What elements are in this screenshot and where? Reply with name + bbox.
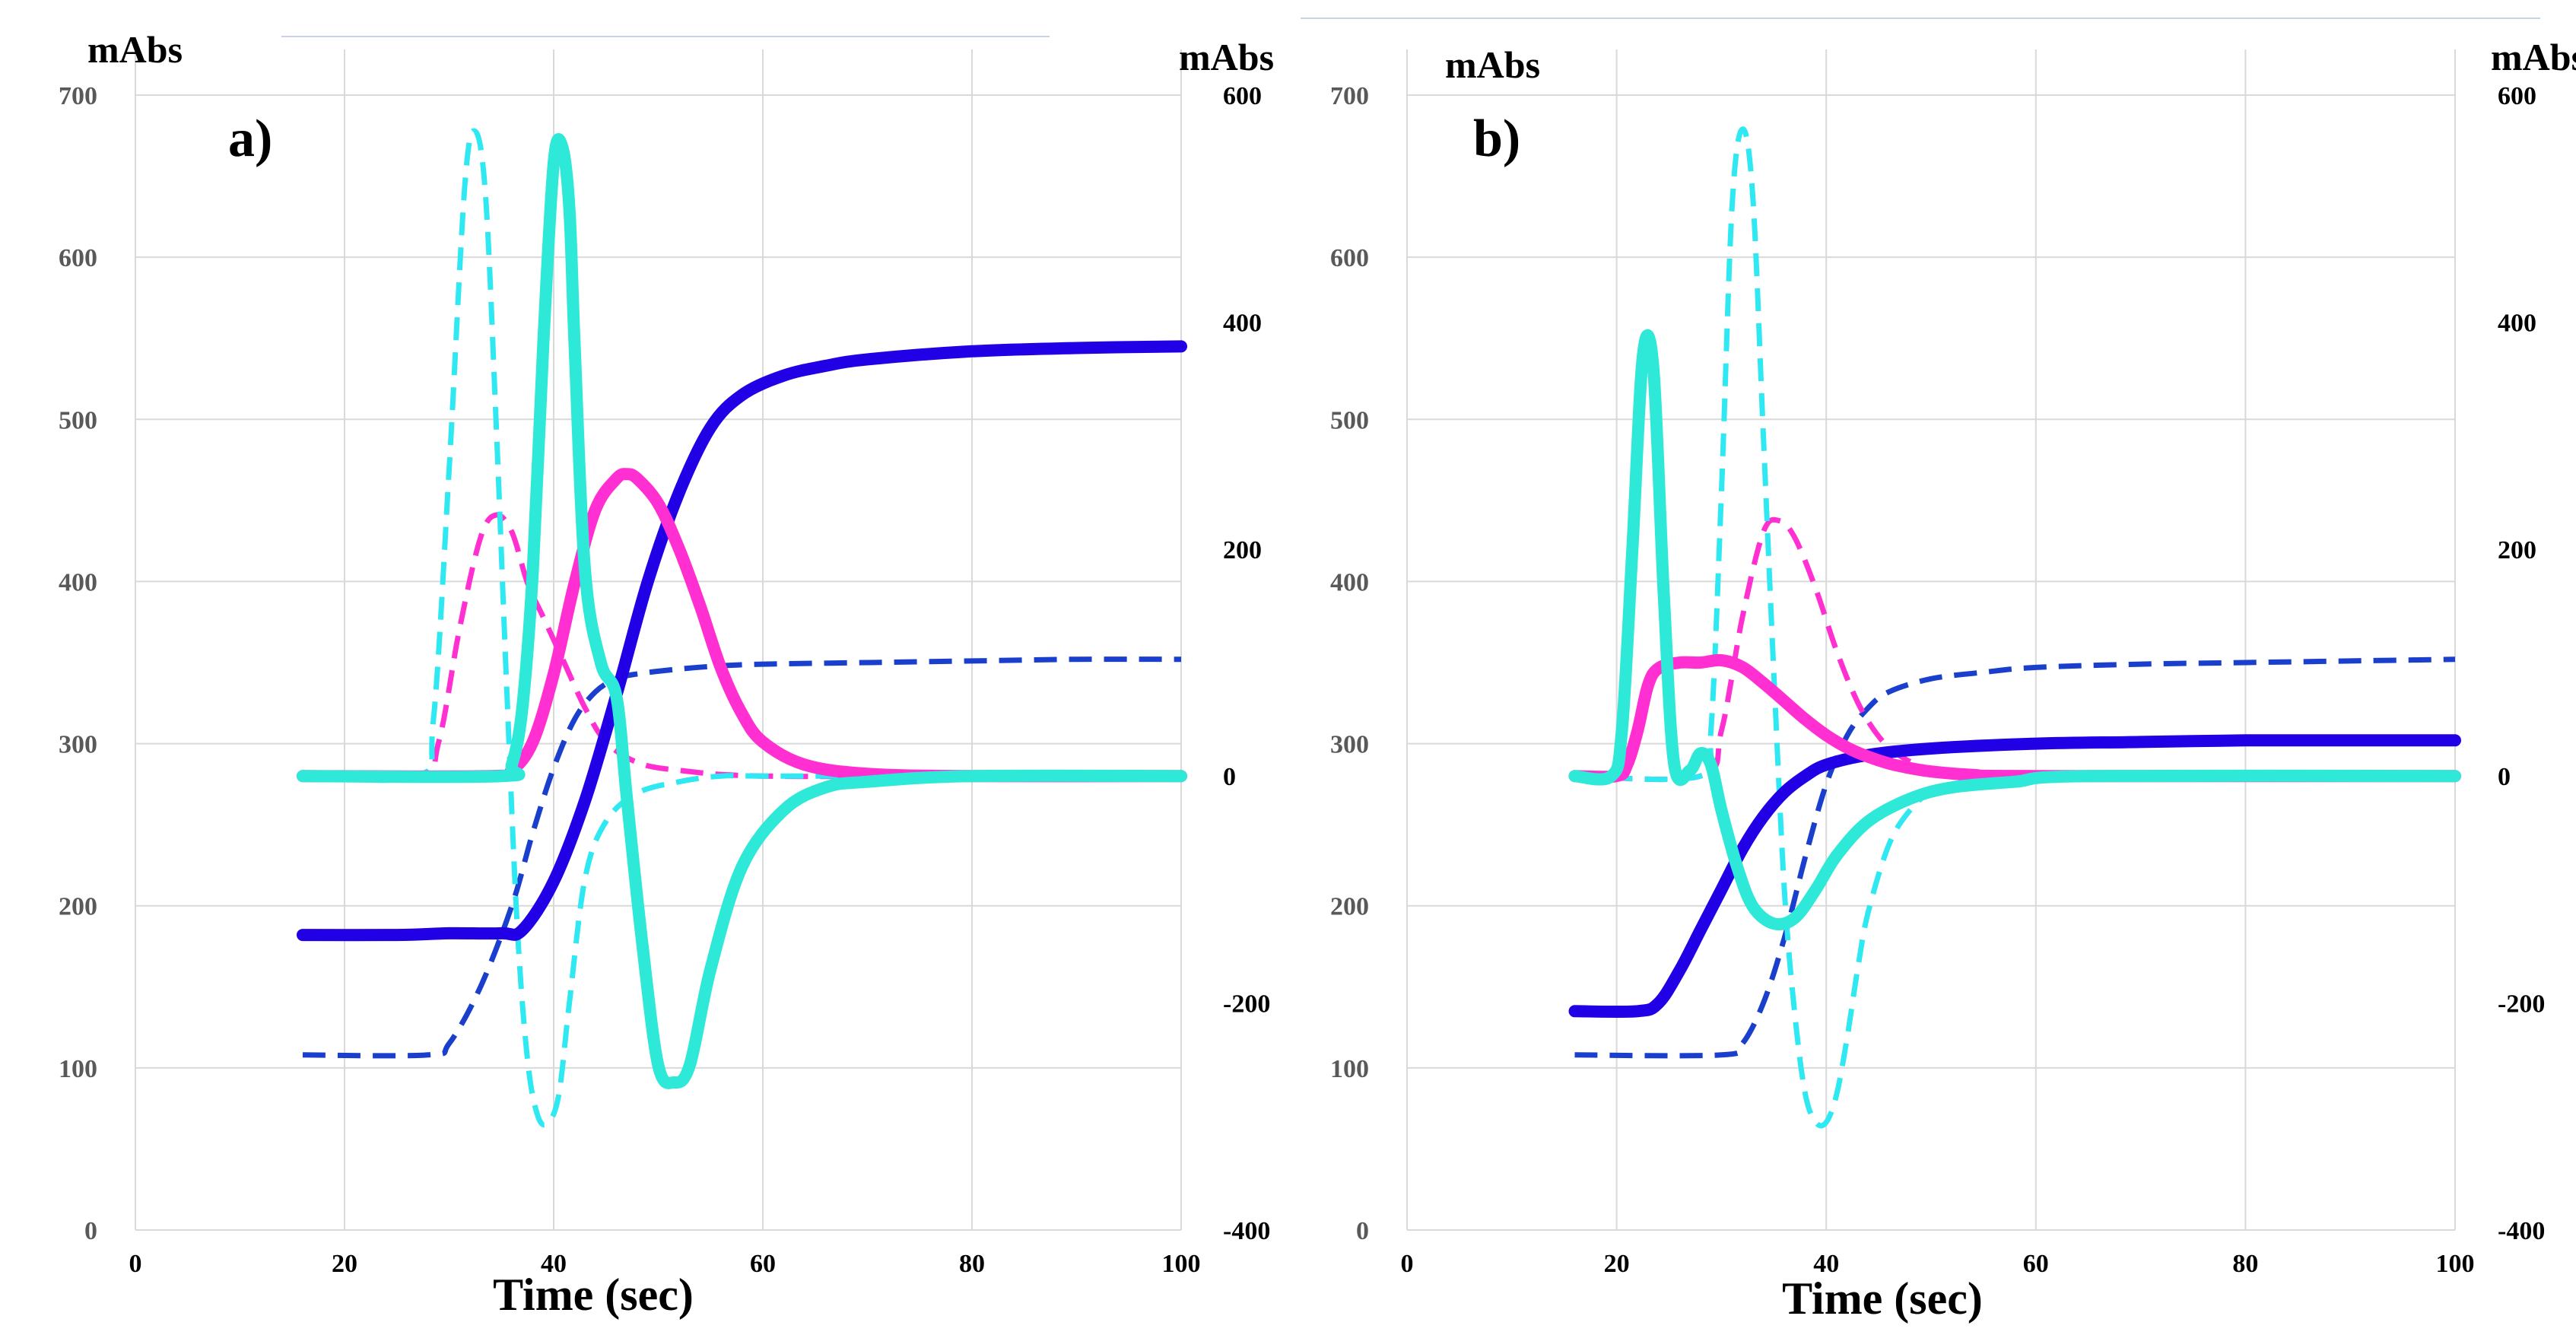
x-tick-label: 100 xyxy=(1162,1250,1201,1278)
y-left-tick-label: 600 xyxy=(1330,244,1369,272)
x-tick-label: 0 xyxy=(129,1250,142,1278)
y-left-tick-label: 500 xyxy=(1330,406,1369,434)
y-left-tick-label: 600 xyxy=(59,244,97,272)
x-tick-label: 40 xyxy=(541,1250,567,1278)
series-blue-solid xyxy=(1568,734,2461,1019)
panel-label: b) xyxy=(1473,110,1520,168)
x-tick-label: 80 xyxy=(2232,1250,2258,1278)
panel-a: 0 20 40 60 80 100 0 100 200 300 400 500 600 700 -400 -2… xyxy=(59,28,1274,1320)
x-tick-label: 20 xyxy=(332,1250,357,1278)
y-left-axis-label: mAbs xyxy=(87,28,183,71)
y-left-tick-label: 100 xyxy=(59,1055,97,1083)
y-right-tick-label: -200 xyxy=(1223,990,1270,1019)
series-blue-dashed xyxy=(302,656,1182,1059)
y-right-tick-label: 200 xyxy=(2498,536,2536,564)
y-left-tick-label: 200 xyxy=(59,893,97,921)
y-left-axis-label: mAbs xyxy=(1445,43,1540,86)
x-axis-title: Time (sec) xyxy=(1782,1273,1983,1324)
y-left-tick-label: 400 xyxy=(59,568,97,596)
series-cyan-solid xyxy=(297,133,1187,1089)
x-tick-label: 100 xyxy=(2436,1250,2475,1278)
series-blue-solid xyxy=(297,340,1187,942)
panel-label: a) xyxy=(228,110,272,168)
y-right-tick-label: 600 xyxy=(1223,82,1262,110)
x-tick-label: 60 xyxy=(750,1250,776,1278)
series-magenta-solid xyxy=(297,468,1187,783)
series-magenta-solid xyxy=(1568,653,2461,784)
y-left-tick-label: 0 xyxy=(1356,1217,1369,1245)
x-axis-title: Time (sec) xyxy=(493,1270,694,1320)
y-left-tick-label: 300 xyxy=(59,731,97,759)
y-left-tick-label: 100 xyxy=(1330,1055,1369,1083)
y-right-tick-label: 0 xyxy=(1223,763,1236,791)
y-right-tick-label: -400 xyxy=(2498,1217,2545,1245)
x-tick-label: 60 xyxy=(2023,1250,2049,1278)
y-right-tick-label: -400 xyxy=(1223,1217,1270,1245)
y-left-tick-label: 200 xyxy=(1330,893,1369,921)
y-right-axis-label: mAbs xyxy=(1179,36,1274,78)
y-right-tick-label: 400 xyxy=(2498,309,2536,337)
y-left-tick-label: 700 xyxy=(1330,82,1369,110)
panel-b: 0 20 40 60 80 100 0 100 200 300 400 500 600 700 -400 -2… xyxy=(1330,36,2576,1324)
series-blue-dashed xyxy=(1574,656,2456,1059)
x-tick-label: 20 xyxy=(1604,1250,1630,1278)
series-cyan-dashed xyxy=(1574,126,2456,1129)
y-right-tick-label: 400 xyxy=(1223,309,1262,337)
y-right-tick-label: -200 xyxy=(2498,990,2545,1019)
y-left-tick-label: 700 xyxy=(59,82,97,110)
y-left-tick-label: 400 xyxy=(1330,568,1369,596)
x-tick-label: 0 xyxy=(1401,1250,1414,1278)
x-tick-label: 80 xyxy=(959,1250,985,1278)
y-right-axis-label: mAbs xyxy=(2491,36,2576,78)
y-right-tick-label: 600 xyxy=(2498,82,2536,110)
y-right-tick-label: 200 xyxy=(1223,536,1262,564)
y-left-tick-label: 0 xyxy=(84,1217,97,1245)
series-cyan-solid xyxy=(1568,329,2461,931)
y-left-tick-label: 500 xyxy=(59,406,97,434)
series-cyan-dashed xyxy=(302,128,1181,1128)
x-tick-label: 40 xyxy=(1813,1250,1839,1278)
y-left-tick-label: 300 xyxy=(1330,731,1369,759)
y-right-tick-label: 0 xyxy=(2498,763,2511,791)
